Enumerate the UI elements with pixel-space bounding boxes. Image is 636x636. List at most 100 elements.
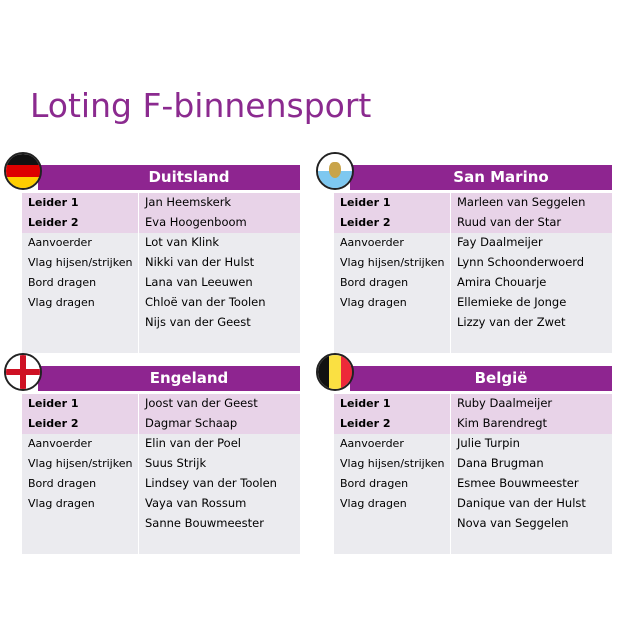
member-cell: Lindsey van der Toolen xyxy=(139,474,300,494)
table-row: Aanvoerder Julie Turpin xyxy=(334,434,612,454)
member-cell: Nijs van der Geest xyxy=(139,313,300,333)
role-cell: Vlag dragen xyxy=(22,293,139,313)
member-cell: Lana van Leeuwen xyxy=(139,273,300,293)
member-cell: Danique van der Hulst xyxy=(451,494,612,514)
team-table: Leider 1 Joost van der Geest Leider 2 Da… xyxy=(22,394,300,554)
team-header: Engeland xyxy=(38,366,300,391)
team-header: San Marino xyxy=(350,165,612,190)
germany-flag-icon xyxy=(4,152,42,190)
member-cell: Ellemieke de Jonge xyxy=(451,293,612,313)
role-cell xyxy=(334,333,451,353)
role-cell: Leider 2 xyxy=(334,414,451,434)
table-row: Aanvoerder Lot van Klink xyxy=(22,233,300,253)
role-cell xyxy=(22,313,139,333)
member-cell: Esmee Bouwmeester xyxy=(451,474,612,494)
table-row: Aanvoerder Fay Daalmeijer xyxy=(334,233,612,253)
table-row: Vlag hijsen/strijken Nikki van der Hulst xyxy=(22,253,300,273)
member-cell: Marleen van Seggelen xyxy=(451,193,612,213)
member-cell: Joost van der Geest xyxy=(139,394,300,414)
table-row xyxy=(22,534,300,554)
table-row: Sanne Bouwmeester xyxy=(22,514,300,534)
member-cell: Nikki van der Hulst xyxy=(139,253,300,273)
member-cell: Elin van der Poel xyxy=(139,434,300,454)
role-cell: Leider 2 xyxy=(22,213,139,233)
role-cell: Aanvoerder xyxy=(22,233,139,253)
member-cell: Dagmar Schaap xyxy=(139,414,300,434)
table-row: Vlag hijsen/strijken Dana Brugman xyxy=(334,454,612,474)
member-cell: Dana Brugman xyxy=(451,454,612,474)
member-cell: Amira Chouarje xyxy=(451,273,612,293)
member-cell xyxy=(139,333,300,353)
member-cell: Fay Daalmeijer xyxy=(451,233,612,253)
table-row: Leider 1 Joost van der Geest xyxy=(22,394,300,414)
role-cell: Vlag dragen xyxy=(334,293,451,313)
member-cell: Sanne Bouwmeester xyxy=(139,514,300,534)
role-cell: Vlag hijsen/strijken xyxy=(22,253,139,273)
role-cell: Vlag hijsen/strijken xyxy=(334,454,451,474)
member-cell: Chloë van der Toolen xyxy=(139,293,300,313)
member-cell: Lizzy van der Zwet xyxy=(451,313,612,333)
role-cell xyxy=(22,514,139,534)
member-cell: Suus Strijk xyxy=(139,454,300,474)
role-cell: Leider 1 xyxy=(22,394,139,414)
table-row: Leider 2 Kim Barendregt xyxy=(334,414,612,434)
member-cell xyxy=(139,534,300,554)
role-cell: Leider 2 xyxy=(334,213,451,233)
table-row: Bord dragen Lindsey van der Toolen xyxy=(22,474,300,494)
role-cell: Bord dragen xyxy=(334,273,451,293)
member-cell: Ruud van der Star xyxy=(451,213,612,233)
role-cell: Bord dragen xyxy=(334,474,451,494)
role-cell: Leider 1 xyxy=(334,193,451,213)
role-cell: Leider 1 xyxy=(22,193,139,213)
table-row xyxy=(334,534,612,554)
table-row: Nijs van der Geest xyxy=(22,313,300,333)
san-marino-flag-icon xyxy=(316,152,354,190)
table-row: Aanvoerder Elin van der Poel xyxy=(22,434,300,454)
table-row: Leider 1 Marleen van Seggelen xyxy=(334,193,612,213)
member-cell: Jan Heemskerk xyxy=(139,193,300,213)
table-row: Bord dragen Lana van Leeuwen xyxy=(22,273,300,293)
role-cell: Aanvoerder xyxy=(22,434,139,454)
member-cell: Nova van Seggelen xyxy=(451,514,612,534)
role-cell: Aanvoerder xyxy=(334,233,451,253)
table-row: Nova van Seggelen xyxy=(334,514,612,534)
table-row xyxy=(334,333,612,353)
table-row: Bord dragen Esmee Bouwmeester xyxy=(334,474,612,494)
table-row: Leider 2 Eva Hoogenboom xyxy=(22,213,300,233)
table-row: Vlag dragen Danique van der Hulst xyxy=(334,494,612,514)
role-cell: Bord dragen xyxy=(22,273,139,293)
member-cell: Julie Turpin xyxy=(451,434,612,454)
team-table: Leider 1 Marleen van Seggelen Leider 2 R… xyxy=(334,193,612,353)
role-cell xyxy=(334,313,451,333)
role-cell xyxy=(22,333,139,353)
role-cell xyxy=(334,514,451,534)
member-cell xyxy=(451,333,612,353)
team-table: Leider 1 Ruby Daalmeijer Leider 2 Kim Ba… xyxy=(334,394,612,554)
table-row: Bord dragen Amira Chouarje xyxy=(334,273,612,293)
role-cell: Vlag hijsen/strijken xyxy=(334,253,451,273)
member-cell: Lynn Schoonderwoerd xyxy=(451,253,612,273)
member-cell: Ruby Daalmeijer xyxy=(451,394,612,414)
table-row: Vlag dragen Ellemieke de Jonge xyxy=(334,293,612,313)
table-row: Vlag dragen Vaya van Rossum xyxy=(22,494,300,514)
table-row: Leider 1 Ruby Daalmeijer xyxy=(334,394,612,414)
belgium-flag-icon xyxy=(316,353,354,391)
table-row xyxy=(22,333,300,353)
england-flag-icon xyxy=(4,353,42,391)
role-cell: Vlag dragen xyxy=(334,494,451,514)
table-row: Leider 1 Jan Heemskerk xyxy=(22,193,300,213)
member-cell: Lot van Klink xyxy=(139,233,300,253)
role-cell xyxy=(22,534,139,554)
table-row: Lizzy van der Zwet xyxy=(334,313,612,333)
role-cell: Vlag hijsen/strijken xyxy=(22,454,139,474)
table-row: Leider 2 Ruud van der Star xyxy=(334,213,612,233)
member-cell: Eva Hoogenboom xyxy=(139,213,300,233)
role-cell: Aanvoerder xyxy=(334,434,451,454)
table-row: Vlag hijsen/strijken Lynn Schoonderwoerd xyxy=(334,253,612,273)
table-row: Leider 2 Dagmar Schaap xyxy=(22,414,300,434)
member-cell: Kim Barendregt xyxy=(451,414,612,434)
role-cell: Leider 1 xyxy=(334,394,451,414)
role-cell: Bord dragen xyxy=(22,474,139,494)
member-cell: Vaya van Rossum xyxy=(139,494,300,514)
role-cell: Leider 2 xyxy=(22,414,139,434)
